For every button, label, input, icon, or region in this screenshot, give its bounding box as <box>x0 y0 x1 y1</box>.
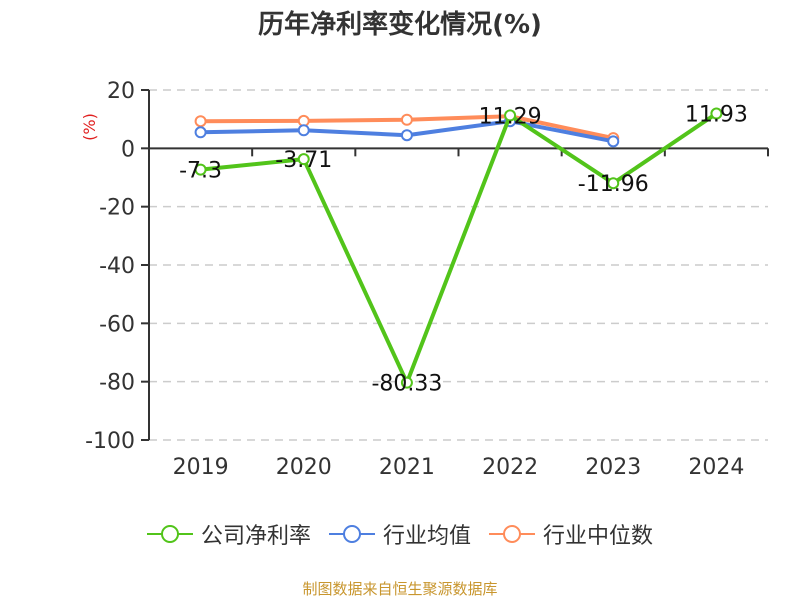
y-tick-label: -80 <box>99 371 135 396</box>
y-tick-label: -20 <box>99 196 135 221</box>
data-point[interactable] <box>194 115 207 128</box>
x-tick-label: 2024 <box>688 455 744 480</box>
legend-label: 行业均值 <box>382 524 471 549</box>
y-tick-label: -60 <box>99 312 135 337</box>
y-tick-label: 0 <box>121 137 135 162</box>
y-unit-label: (%) <box>80 113 99 141</box>
data-point[interactable] <box>607 135 620 148</box>
axes: 20 0 -20 -40 -60 -80 -100 2019 2020 2021 2022 2023 2… <box>85 79 769 480</box>
data-point[interactable] <box>607 177 620 190</box>
legend-company-icon <box>146 525 193 543</box>
data-label: 11.29 <box>479 104 542 129</box>
legend-item-industry-avg[interactable]: 行业均值 <box>328 518 471 550</box>
y-tick-label: 20 <box>107 79 135 104</box>
legend-industry-avg-icon <box>328 525 375 543</box>
data-label: -11.96 <box>578 172 649 197</box>
data-label: 11.93 <box>685 103 748 128</box>
x-tick-label: 2023 <box>585 455 641 480</box>
legend-label: 行业中位数 <box>543 524 654 549</box>
y-tick-label: -100 <box>85 429 135 454</box>
series-line <box>200 111 718 385</box>
chart-title: 历年净利率变化情况(%) <box>258 10 542 40</box>
data-point[interactable] <box>194 126 207 139</box>
legend-item-industry-median[interactable]: 行业中位数 <box>489 518 653 550</box>
data-labels: -7.3 -3.71 -80.33 11.29 -11.96 11.93 <box>179 103 748 397</box>
legend-label: 公司净利率 <box>200 524 311 549</box>
x-tick-label: 2021 <box>379 455 435 480</box>
data-point[interactable] <box>504 109 517 122</box>
data-label: -80.33 <box>371 372 442 397</box>
legend-industry-median-icon <box>489 525 535 543</box>
data-label: -3.71 <box>275 148 332 173</box>
data-point[interactable] <box>297 153 310 166</box>
data-point[interactable] <box>710 107 723 120</box>
x-tick-label: 2020 <box>276 455 332 480</box>
grid-lines <box>149 89 768 441</box>
data-point[interactable] <box>297 124 310 137</box>
series-lines <box>194 107 723 389</box>
data-point[interactable] <box>400 113 413 126</box>
data-source: 制图数据来自恒生聚源数据库 <box>302 580 498 598</box>
data-label: -7.3 <box>179 159 222 184</box>
x-tick-label: 2022 <box>482 455 538 480</box>
data-point[interactable] <box>400 129 413 142</box>
x-tick-label: 2019 <box>173 455 229 480</box>
y-tick-label: -40 <box>99 254 135 279</box>
legend: 公司净利率 行业均值 行业中位数 <box>0 518 800 550</box>
data-point[interactable] <box>400 376 413 389</box>
data-point[interactable] <box>194 163 207 176</box>
legend-item-company[interactable]: 公司净利率 <box>146 518 311 550</box>
